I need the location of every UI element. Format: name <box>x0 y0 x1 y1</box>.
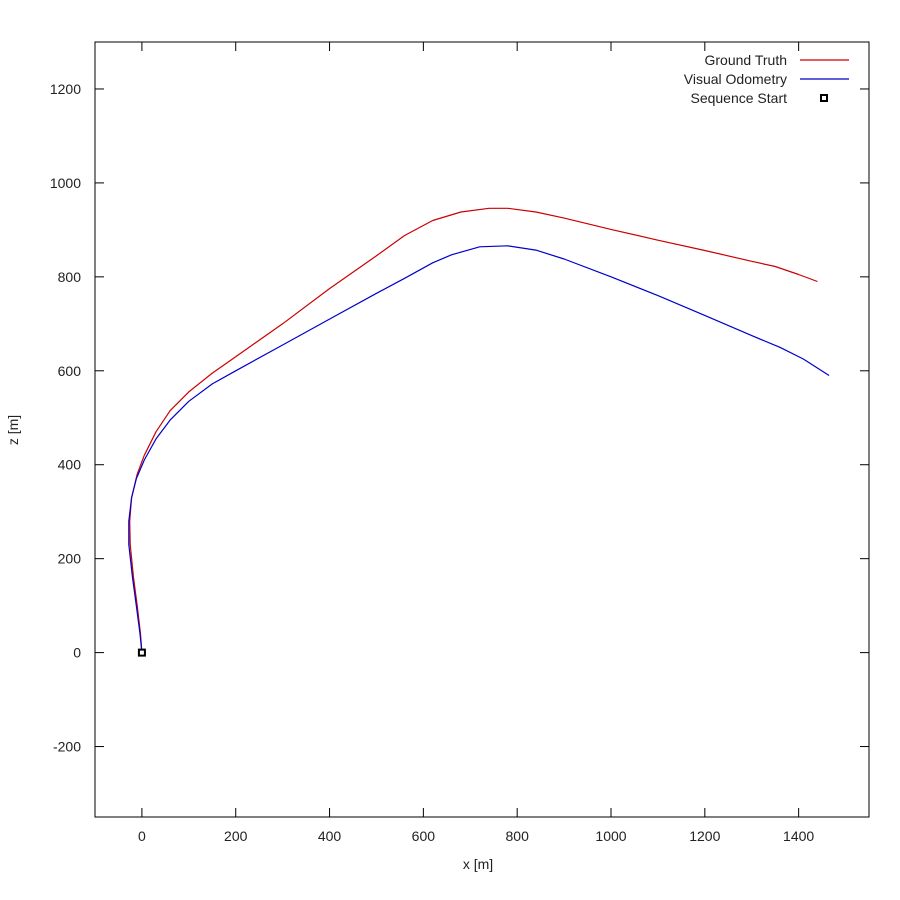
x-tick-label: 1200 <box>689 828 720 844</box>
legend-swatch-sequence-start <box>820 94 828 102</box>
sequence-start-marker <box>137 648 146 657</box>
y-tick-label: 1200 <box>50 81 81 97</box>
y-tick-label: 200 <box>58 551 82 567</box>
x-tick-label: 600 <box>412 828 436 844</box>
y-tick-label: 800 <box>58 269 82 285</box>
y-tick-label: 400 <box>58 457 82 473</box>
x-tick-label: 200 <box>224 828 248 844</box>
y-axis-label: z [m] <box>5 415 21 445</box>
legend-label-ground-truth: Ground Truth <box>705 52 788 68</box>
ground-truth-line <box>129 207 818 653</box>
x-tick-label: 0 <box>138 828 146 844</box>
y-tick-label: -200 <box>53 739 81 755</box>
y-tick-label: 1000 <box>50 175 81 191</box>
y-tick-label: 0 <box>73 645 81 661</box>
visual-odometry-line <box>128 245 830 653</box>
plot-lines <box>128 207 830 657</box>
legend-label-sequence-start: Sequence Start <box>690 90 787 106</box>
legend: Ground Truth Visual Odometry Sequence Star… <box>684 52 849 106</box>
y-axis: -200 0 200 400 600 800 1000 1200 <box>50 81 869 755</box>
y-tick-label: 600 <box>58 363 82 379</box>
x-tick-label: 1000 <box>595 828 626 844</box>
x-tick-label: 800 <box>506 828 530 844</box>
x-tick-label: 1400 <box>783 828 814 844</box>
legend-label-visual-odometry: Visual Odometry <box>684 71 787 87</box>
x-tick-label: 400 <box>318 828 342 844</box>
x-axis-label: x [m] <box>463 856 493 872</box>
plot-frame <box>94 41 870 818</box>
x-axis: 0 200 400 600 800 1000 1200 1400 <box>138 42 814 844</box>
